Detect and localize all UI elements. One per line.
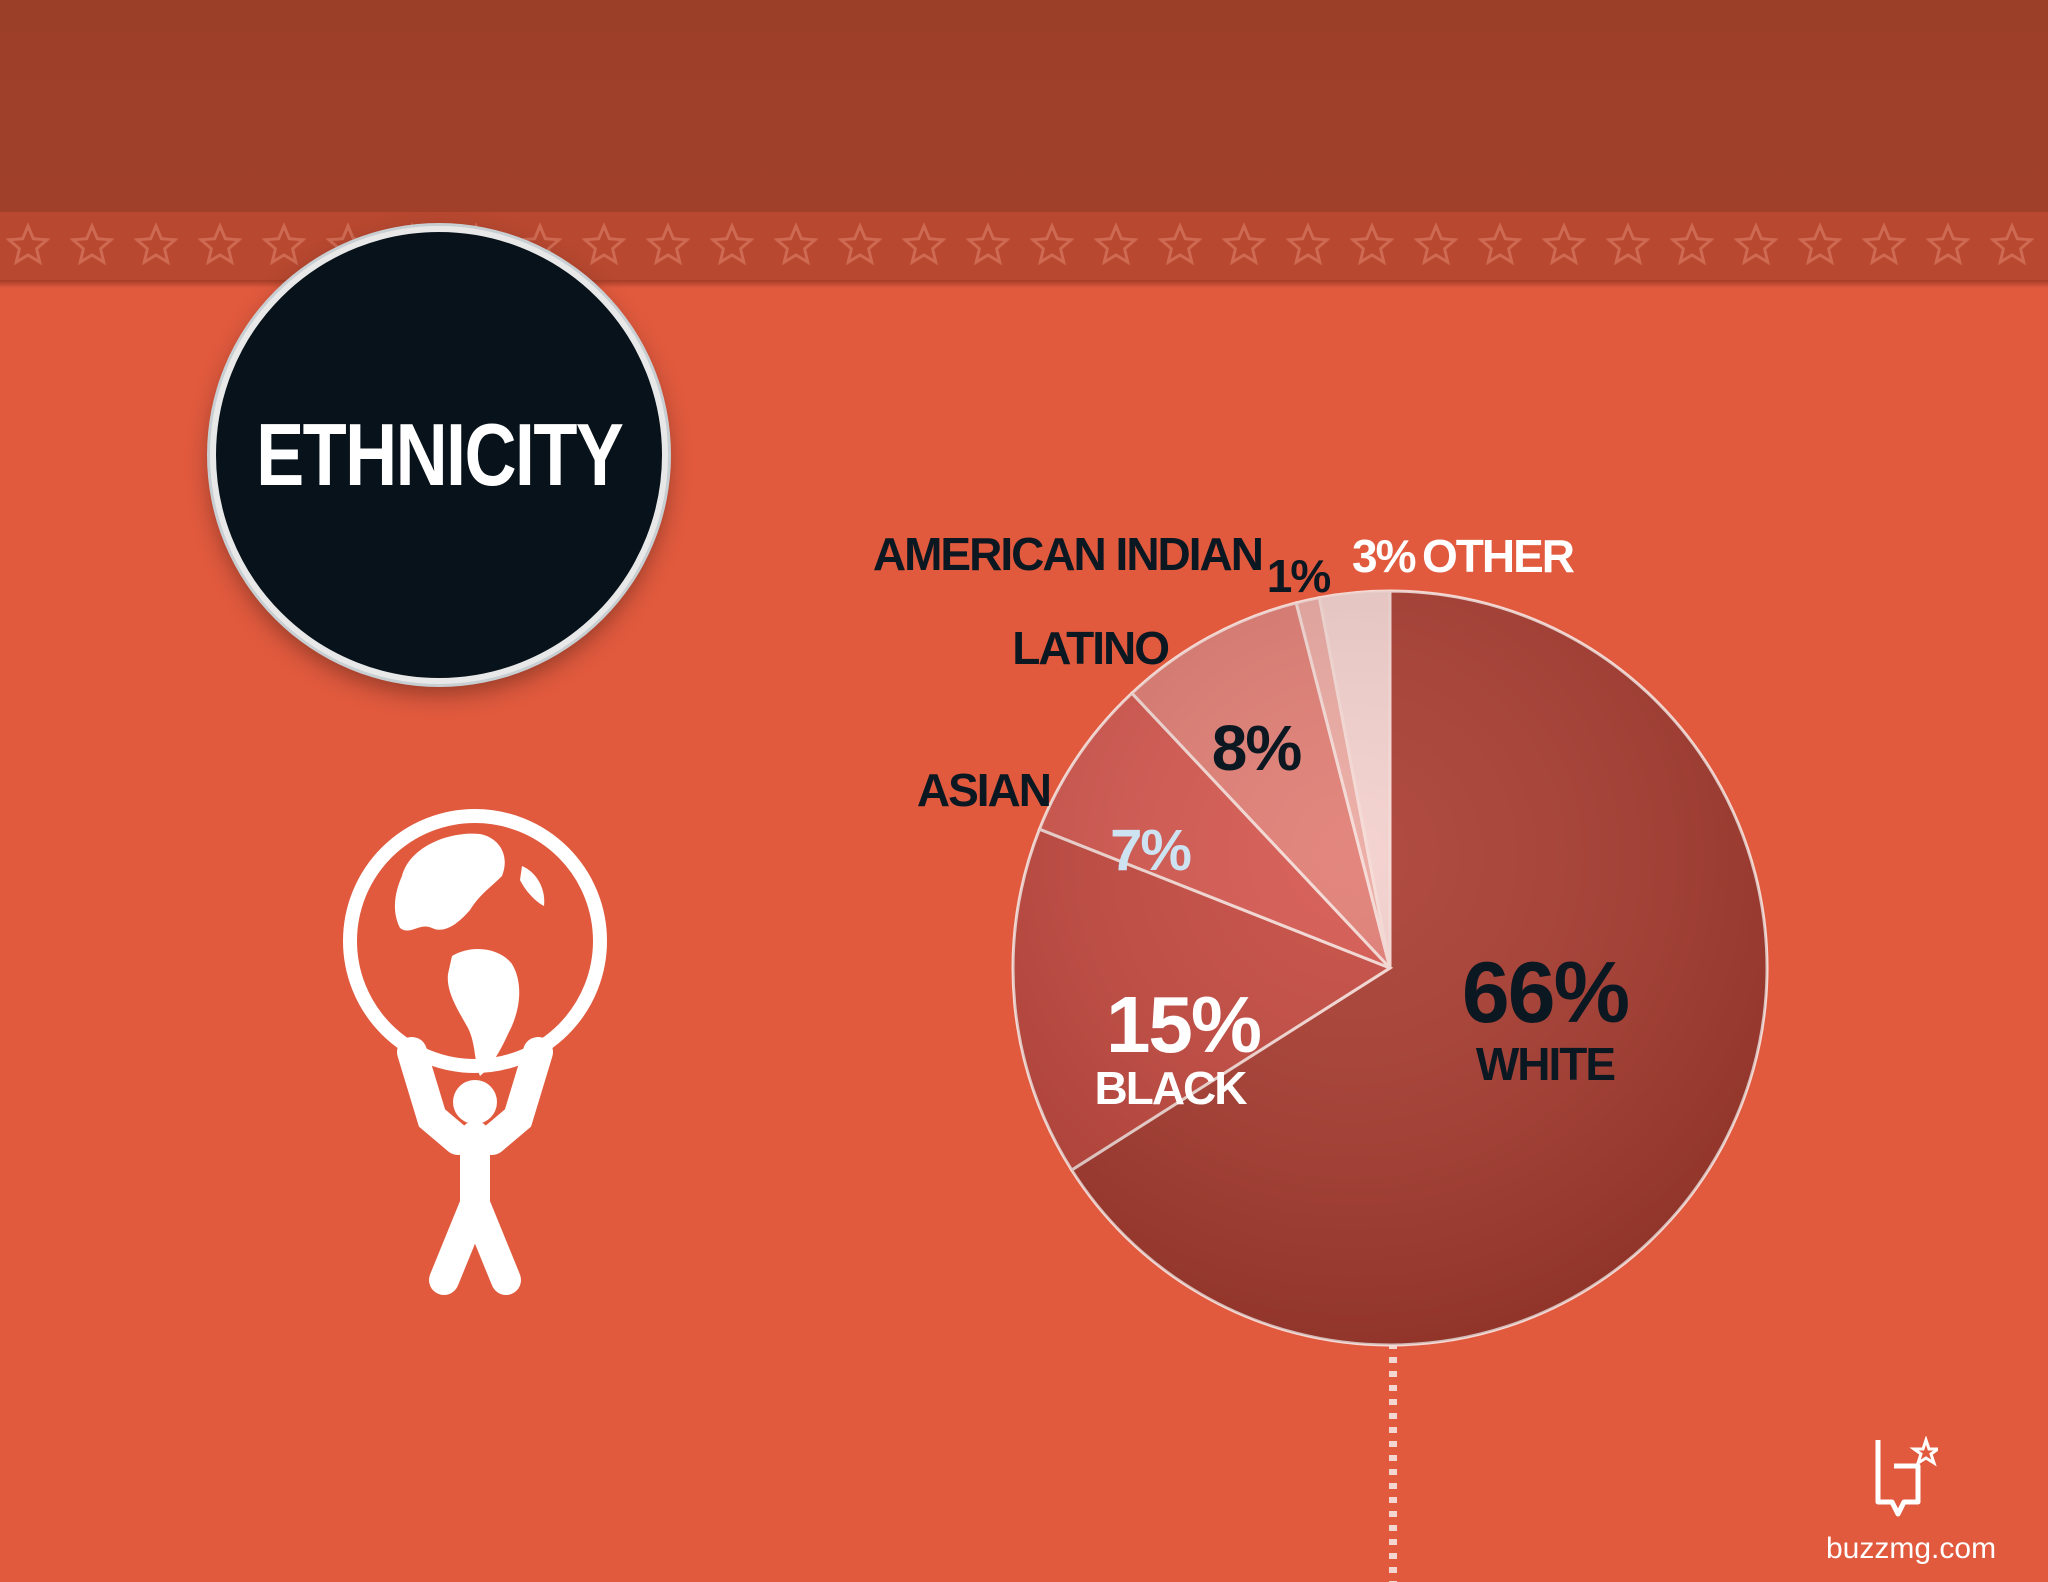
border-star-2 — [133, 222, 179, 266]
category-label-other: OTHER — [1422, 530, 1575, 582]
header-band — [0, 0, 2048, 212]
border-star-28 — [1797, 222, 1843, 266]
value-label-black: 15% — [1106, 980, 1261, 1069]
border-star-21 — [1349, 222, 1395, 266]
figure-body — [429, 1121, 521, 1295]
border-star-3 — [197, 222, 243, 266]
category-label-latino: LATINO — [1012, 622, 1168, 674]
border-star-12 — [773, 222, 819, 266]
atlas-globe-icon — [343, 809, 607, 1295]
border-star-20 — [1285, 222, 1331, 266]
border-star-14 — [901, 222, 947, 266]
border-star-13 — [837, 222, 883, 266]
border-star-4 — [261, 222, 307, 266]
value-label-other: 3% — [1352, 530, 1416, 582]
border-star-10 — [645, 222, 691, 266]
footer-site: buzzmg.com — [1826, 1532, 1997, 1565]
category-label-american-indian: AMERICAN INDIAN — [873, 528, 1262, 580]
value-label-white: 66% — [1462, 945, 1629, 1041]
category-label-white: WHITE — [1476, 1038, 1615, 1090]
figure-arms — [397, 1037, 553, 1155]
page-title: ETHNICITY — [255, 405, 624, 504]
border-star-29 — [1861, 222, 1907, 266]
buzz-logo-icon — [1875, 1436, 1938, 1517]
border-star-24 — [1541, 222, 1587, 266]
border-star-19 — [1221, 222, 1267, 266]
border-star-26 — [1669, 222, 1715, 266]
border-star-18 — [1157, 222, 1203, 266]
border-star-11 — [709, 222, 755, 266]
border-star-31 — [1989, 222, 2035, 266]
border-star-23 — [1477, 222, 1523, 266]
border-star-15 — [965, 222, 1011, 266]
category-label-black: BLACK — [1095, 1062, 1248, 1114]
border-star-1 — [69, 222, 115, 266]
figure-head — [453, 1080, 497, 1124]
value-label-latino: 8% — [1212, 712, 1302, 784]
border-star-27 — [1733, 222, 1779, 266]
border-star-22 — [1413, 222, 1459, 266]
category-label-asian: ASIAN — [917, 764, 1050, 816]
value-label-american-indian: 1% — [1267, 550, 1331, 602]
globe-continents — [394, 833, 545, 1076]
border-star-16 — [1029, 222, 1075, 266]
title-badge: ETHNICITY — [210, 226, 668, 684]
border-star-17 — [1093, 222, 1139, 266]
border-star-0 — [5, 222, 51, 266]
header-shadow — [0, 280, 2048, 288]
border-star-9 — [581, 222, 627, 266]
value-label-asian: 7% — [1110, 818, 1191, 883]
border-star-30 — [1925, 222, 1971, 266]
border-star-25 — [1605, 222, 1651, 266]
